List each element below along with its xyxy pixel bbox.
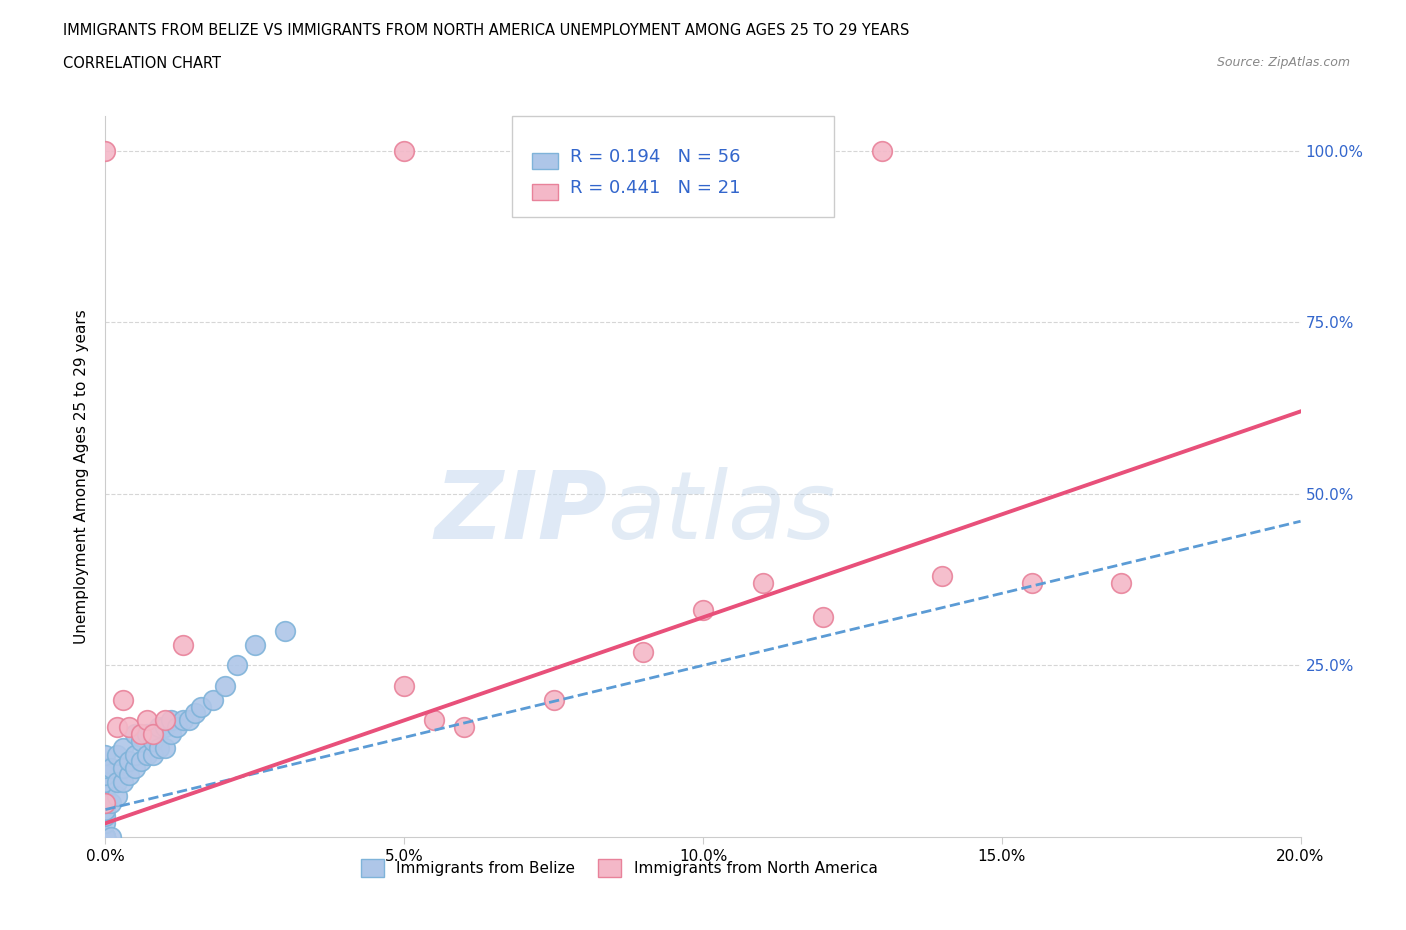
Point bbox=[94, 816, 117, 830]
Text: ZIP: ZIP bbox=[434, 467, 607, 559]
Point bbox=[107, 789, 129, 804]
Point bbox=[100, 830, 122, 844]
Point bbox=[692, 603, 714, 618]
Point bbox=[225, 658, 249, 672]
Point bbox=[107, 720, 129, 735]
Bar bbox=[531, 184, 558, 200]
Point bbox=[155, 720, 177, 735]
Point bbox=[394, 143, 416, 158]
Point bbox=[94, 781, 117, 796]
Point bbox=[202, 692, 225, 707]
Point bbox=[1021, 576, 1043, 591]
Point bbox=[107, 747, 129, 762]
Point bbox=[94, 795, 117, 810]
Point bbox=[172, 637, 194, 652]
Point bbox=[94, 830, 117, 844]
Text: R = 0.441   N = 21: R = 0.441 N = 21 bbox=[571, 179, 741, 197]
Point bbox=[129, 754, 153, 769]
Text: atlas: atlas bbox=[607, 467, 835, 558]
Point bbox=[94, 795, 117, 810]
Point bbox=[94, 830, 117, 844]
Point bbox=[112, 775, 135, 790]
Point bbox=[142, 747, 165, 762]
Point bbox=[124, 747, 146, 762]
Point bbox=[124, 761, 146, 776]
Text: Source: ZipAtlas.com: Source: ZipAtlas.com bbox=[1216, 56, 1350, 69]
Point bbox=[94, 830, 117, 844]
Text: CORRELATION CHART: CORRELATION CHART bbox=[63, 56, 221, 71]
Point bbox=[94, 809, 117, 824]
Point bbox=[94, 143, 117, 158]
Point bbox=[118, 754, 141, 769]
Point bbox=[166, 720, 188, 735]
Point bbox=[160, 726, 183, 741]
Point bbox=[124, 726, 146, 741]
Point bbox=[94, 747, 117, 762]
Point bbox=[148, 740, 170, 755]
Point bbox=[112, 692, 135, 707]
Point bbox=[190, 699, 212, 714]
Point bbox=[1111, 576, 1133, 591]
Point bbox=[118, 720, 141, 735]
Point bbox=[107, 775, 129, 790]
Point bbox=[94, 830, 117, 844]
Point bbox=[142, 734, 165, 749]
Point bbox=[184, 706, 207, 721]
Point bbox=[872, 143, 894, 158]
Point bbox=[94, 761, 117, 776]
Point bbox=[148, 720, 170, 735]
Text: IMMIGRANTS FROM BELIZE VS IMMIGRANTS FROM NORTH AMERICA UNEMPLOYMENT AMONG AGES : IMMIGRANTS FROM BELIZE VS IMMIGRANTS FRO… bbox=[63, 23, 910, 38]
Point bbox=[94, 789, 117, 804]
Point bbox=[172, 713, 194, 728]
Text: R = 0.194   N = 56: R = 0.194 N = 56 bbox=[571, 148, 741, 166]
Point bbox=[112, 740, 135, 755]
Point bbox=[155, 740, 177, 755]
FancyBboxPatch shape bbox=[512, 116, 835, 218]
Point bbox=[273, 624, 295, 639]
Point bbox=[94, 830, 117, 844]
Point bbox=[94, 775, 117, 790]
Point bbox=[136, 726, 159, 741]
Point bbox=[543, 692, 565, 707]
Point bbox=[136, 747, 159, 762]
Point bbox=[214, 679, 236, 694]
Point bbox=[100, 761, 122, 776]
Point bbox=[118, 768, 141, 783]
Point bbox=[94, 830, 117, 844]
Point bbox=[94, 768, 117, 783]
Point bbox=[94, 802, 117, 817]
Point bbox=[142, 726, 165, 741]
Point bbox=[633, 644, 655, 659]
Point bbox=[94, 830, 117, 844]
Point bbox=[155, 713, 177, 728]
Point bbox=[129, 734, 153, 749]
Y-axis label: Unemployment Among Ages 25 to 29 years: Unemployment Among Ages 25 to 29 years bbox=[75, 310, 90, 644]
Point bbox=[112, 761, 135, 776]
Point bbox=[423, 713, 446, 728]
Point bbox=[94, 830, 117, 844]
Point bbox=[453, 720, 475, 735]
Point bbox=[160, 713, 183, 728]
Point bbox=[177, 713, 201, 728]
Point bbox=[394, 679, 416, 694]
Point bbox=[751, 576, 773, 591]
Point bbox=[94, 830, 117, 844]
Point bbox=[129, 726, 153, 741]
Point bbox=[136, 713, 159, 728]
Point bbox=[100, 795, 122, 810]
Point bbox=[811, 610, 834, 625]
Bar bbox=[531, 153, 558, 169]
Point bbox=[94, 830, 117, 844]
Legend: Immigrants from Belize, Immigrants from North America: Immigrants from Belize, Immigrants from … bbox=[356, 853, 883, 884]
Point bbox=[931, 569, 953, 584]
Point bbox=[243, 637, 266, 652]
